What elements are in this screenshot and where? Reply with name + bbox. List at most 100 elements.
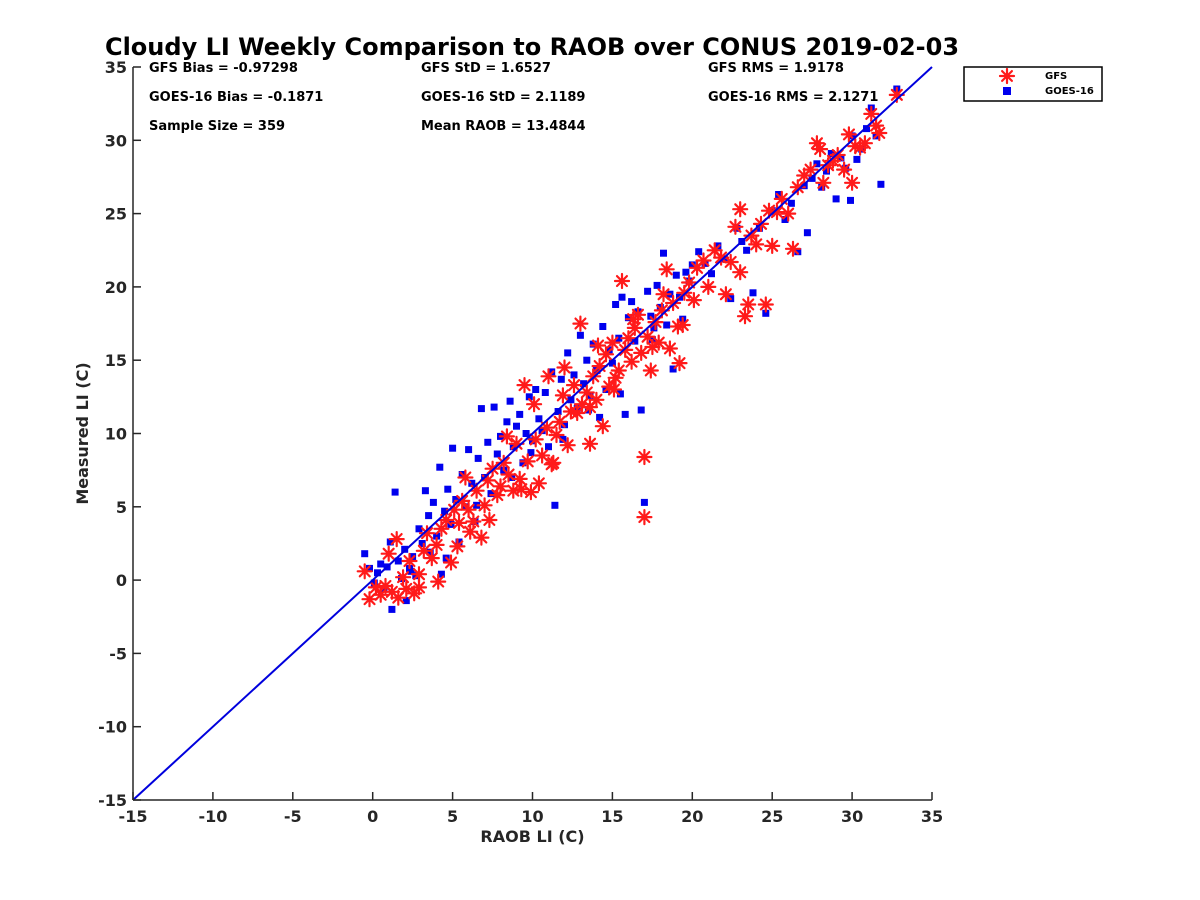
data-point — [642, 362, 659, 379]
chart-title: Cloudy LI Weekly Comparison to RAOB over… — [105, 33, 959, 61]
data-point — [388, 605, 396, 613]
data-point — [465, 513, 482, 530]
data-point — [764, 237, 781, 254]
data-point — [538, 427, 546, 435]
data-point — [637, 406, 645, 414]
data-point — [573, 396, 591, 413]
y-axis-title: Measured LI (C) — [73, 362, 92, 504]
data-point — [722, 253, 739, 271]
data-point — [477, 405, 485, 413]
data-point — [808, 174, 816, 182]
data-point — [554, 387, 571, 404]
data-point — [608, 359, 616, 367]
data-point — [444, 485, 452, 493]
data-point — [565, 377, 583, 394]
data-point — [871, 124, 888, 142]
data-point — [644, 338, 661, 356]
data-point — [407, 567, 415, 575]
data-point — [415, 525, 423, 533]
data-point — [479, 472, 496, 489]
data-point — [789, 179, 806, 196]
stat-text: GOES-16 RMS = 2.1271 — [708, 90, 878, 105]
data-point — [847, 138, 864, 155]
data-point — [700, 278, 717, 295]
data-point — [773, 190, 790, 207]
data-point — [377, 560, 385, 568]
y-tick-label: 5 — [116, 498, 127, 517]
data-point — [418, 525, 436, 542]
data-point — [532, 386, 540, 393]
data-point — [484, 460, 501, 477]
data-point — [594, 418, 611, 435]
data-point — [390, 589, 407, 606]
data-point — [610, 362, 627, 379]
data-point — [418, 540, 426, 547]
data-point — [612, 301, 620, 308]
data-point — [626, 319, 643, 336]
data-point — [665, 294, 682, 312]
data-point — [644, 287, 652, 295]
data-point — [377, 577, 394, 595]
data-point — [449, 538, 466, 555]
data-point — [433, 520, 450, 537]
data-point — [633, 344, 650, 361]
data-point — [768, 204, 786, 221]
data-point — [624, 314, 632, 322]
y-tick-label: 30 — [105, 131, 127, 150]
data-point — [370, 579, 378, 587]
data-point — [681, 274, 698, 291]
data-point — [597, 346, 615, 363]
data-point — [877, 180, 885, 188]
data-point — [556, 359, 573, 376]
data-point — [706, 242, 723, 259]
data-point — [530, 475, 547, 492]
data-point — [732, 264, 749, 281]
data-point — [367, 579, 384, 596]
data-point — [529, 437, 536, 445]
data-point — [636, 509, 653, 526]
data-point — [361, 591, 378, 608]
data-point — [863, 125, 870, 133]
data-point — [740, 296, 757, 313]
data-point — [410, 579, 428, 596]
data-point — [437, 570, 445, 578]
data-point — [452, 496, 460, 503]
data-point — [398, 580, 415, 597]
data-point — [732, 201, 749, 218]
data-point — [794, 248, 802, 256]
data-point — [674, 316, 691, 334]
data-point — [567, 396, 575, 404]
data-point — [829, 146, 846, 164]
data-point — [462, 523, 479, 540]
data-point — [474, 454, 482, 462]
stat-text: Mean RAOB = 13.4844 — [421, 119, 586, 134]
data-point — [856, 135, 873, 152]
y-tick-label: 0 — [116, 571, 127, 590]
data-point — [663, 321, 671, 329]
data-point — [580, 380, 588, 388]
data-point — [525, 393, 533, 401]
data-point — [720, 255, 728, 263]
y-tick-label: 10 — [105, 425, 127, 444]
data-point — [545, 443, 552, 451]
data-point — [844, 174, 861, 191]
data-point — [513, 481, 530, 498]
data-point — [781, 216, 789, 223]
data-point — [676, 284, 693, 301]
x-tick-label: 20 — [681, 807, 703, 826]
data-point — [868, 117, 885, 134]
data-point — [506, 397, 514, 405]
stat-text: GFS RMS = 1.9178 — [708, 61, 844, 76]
x-tick-label: 25 — [761, 807, 783, 826]
data-point — [551, 413, 568, 430]
data-point — [534, 447, 551, 464]
data-point — [441, 507, 449, 515]
y-tick-label: -15 — [98, 791, 127, 810]
data-point — [588, 391, 605, 408]
data-point — [815, 174, 832, 191]
data-point — [557, 375, 565, 383]
data-point — [455, 538, 463, 546]
data-point — [827, 150, 835, 157]
data-point — [784, 240, 802, 257]
data-point — [535, 415, 543, 423]
